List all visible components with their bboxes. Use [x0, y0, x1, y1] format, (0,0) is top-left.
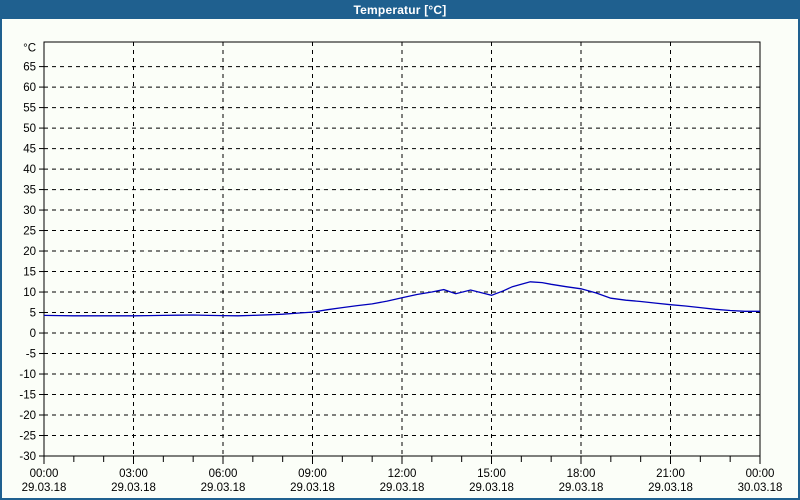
x-tick-date-label: 30.03.18 — [738, 482, 783, 494]
y-tick-label: 65 — [23, 62, 36, 74]
x-tick-time-label: 00:00 — [30, 468, 59, 480]
x-tick-date-label: 29.03.18 — [559, 482, 604, 494]
x-tick-date-label: 29.03.18 — [22, 482, 67, 494]
y-tick-label: 45 — [23, 144, 36, 156]
y-tick-label: 25 — [23, 226, 36, 238]
y-tick-label: -10 — [19, 369, 36, 381]
x-tick-date-label: 29.03.18 — [201, 482, 246, 494]
x-tick-date-label: 29.03.18 — [648, 482, 693, 494]
y-tick-label: -15 — [19, 390, 36, 402]
x-tick-date-label: 29.03.18 — [469, 482, 514, 494]
x-tick-time-label: 03:00 — [119, 468, 148, 480]
x-tick-date-label: 29.03.18 — [111, 482, 156, 494]
temperature-line-chart: 65605550454035302520151050-5-10-15-20-25… — [19, 41, 783, 494]
y-tick-label: 15 — [23, 267, 36, 279]
x-tick-date-label: 29.03.18 — [380, 482, 425, 494]
y-tick-label: 5 — [30, 308, 36, 320]
plot-border — [43, 41, 761, 457]
y-tick-label: 40 — [23, 164, 36, 176]
y-tick-label: 60 — [23, 82, 36, 94]
y-tick-label: 10 — [23, 287, 36, 299]
y-tick-label: -5 — [26, 349, 36, 361]
x-tick-date-label: 29.03.18 — [290, 482, 335, 494]
y-tick-label: -25 — [19, 431, 36, 443]
y-tick-label: 30 — [23, 205, 36, 217]
y-tick-label: -30 — [19, 451, 36, 463]
x-tick-time-label: 09:00 — [298, 468, 327, 480]
y-tick-label: 20 — [23, 246, 36, 258]
y-tick-label: 0 — [30, 328, 36, 340]
x-tick-time-label: 15:00 — [477, 468, 506, 480]
window-titlebar[interactable]: Temperatur [°C] — [2, 2, 798, 19]
x-tick-time-label: 18:00 — [567, 468, 596, 480]
y-tick-label: -20 — [19, 410, 36, 422]
x-tick-time-label: 00:00 — [746, 468, 775, 480]
window-title: Temperatur [°C] — [353, 3, 447, 17]
y-axis-unit-label: °C — [23, 43, 36, 55]
y-tick-label: 35 — [23, 185, 36, 197]
temperature-series-line — [43, 281, 760, 317]
y-tick-label: 50 — [23, 123, 36, 135]
y-tick-label: 55 — [23, 103, 36, 115]
x-tick-time-label: 06:00 — [209, 468, 238, 480]
x-tick-time-label: 21:00 — [656, 468, 685, 480]
x-tick-time-label: 12:00 — [388, 468, 417, 480]
